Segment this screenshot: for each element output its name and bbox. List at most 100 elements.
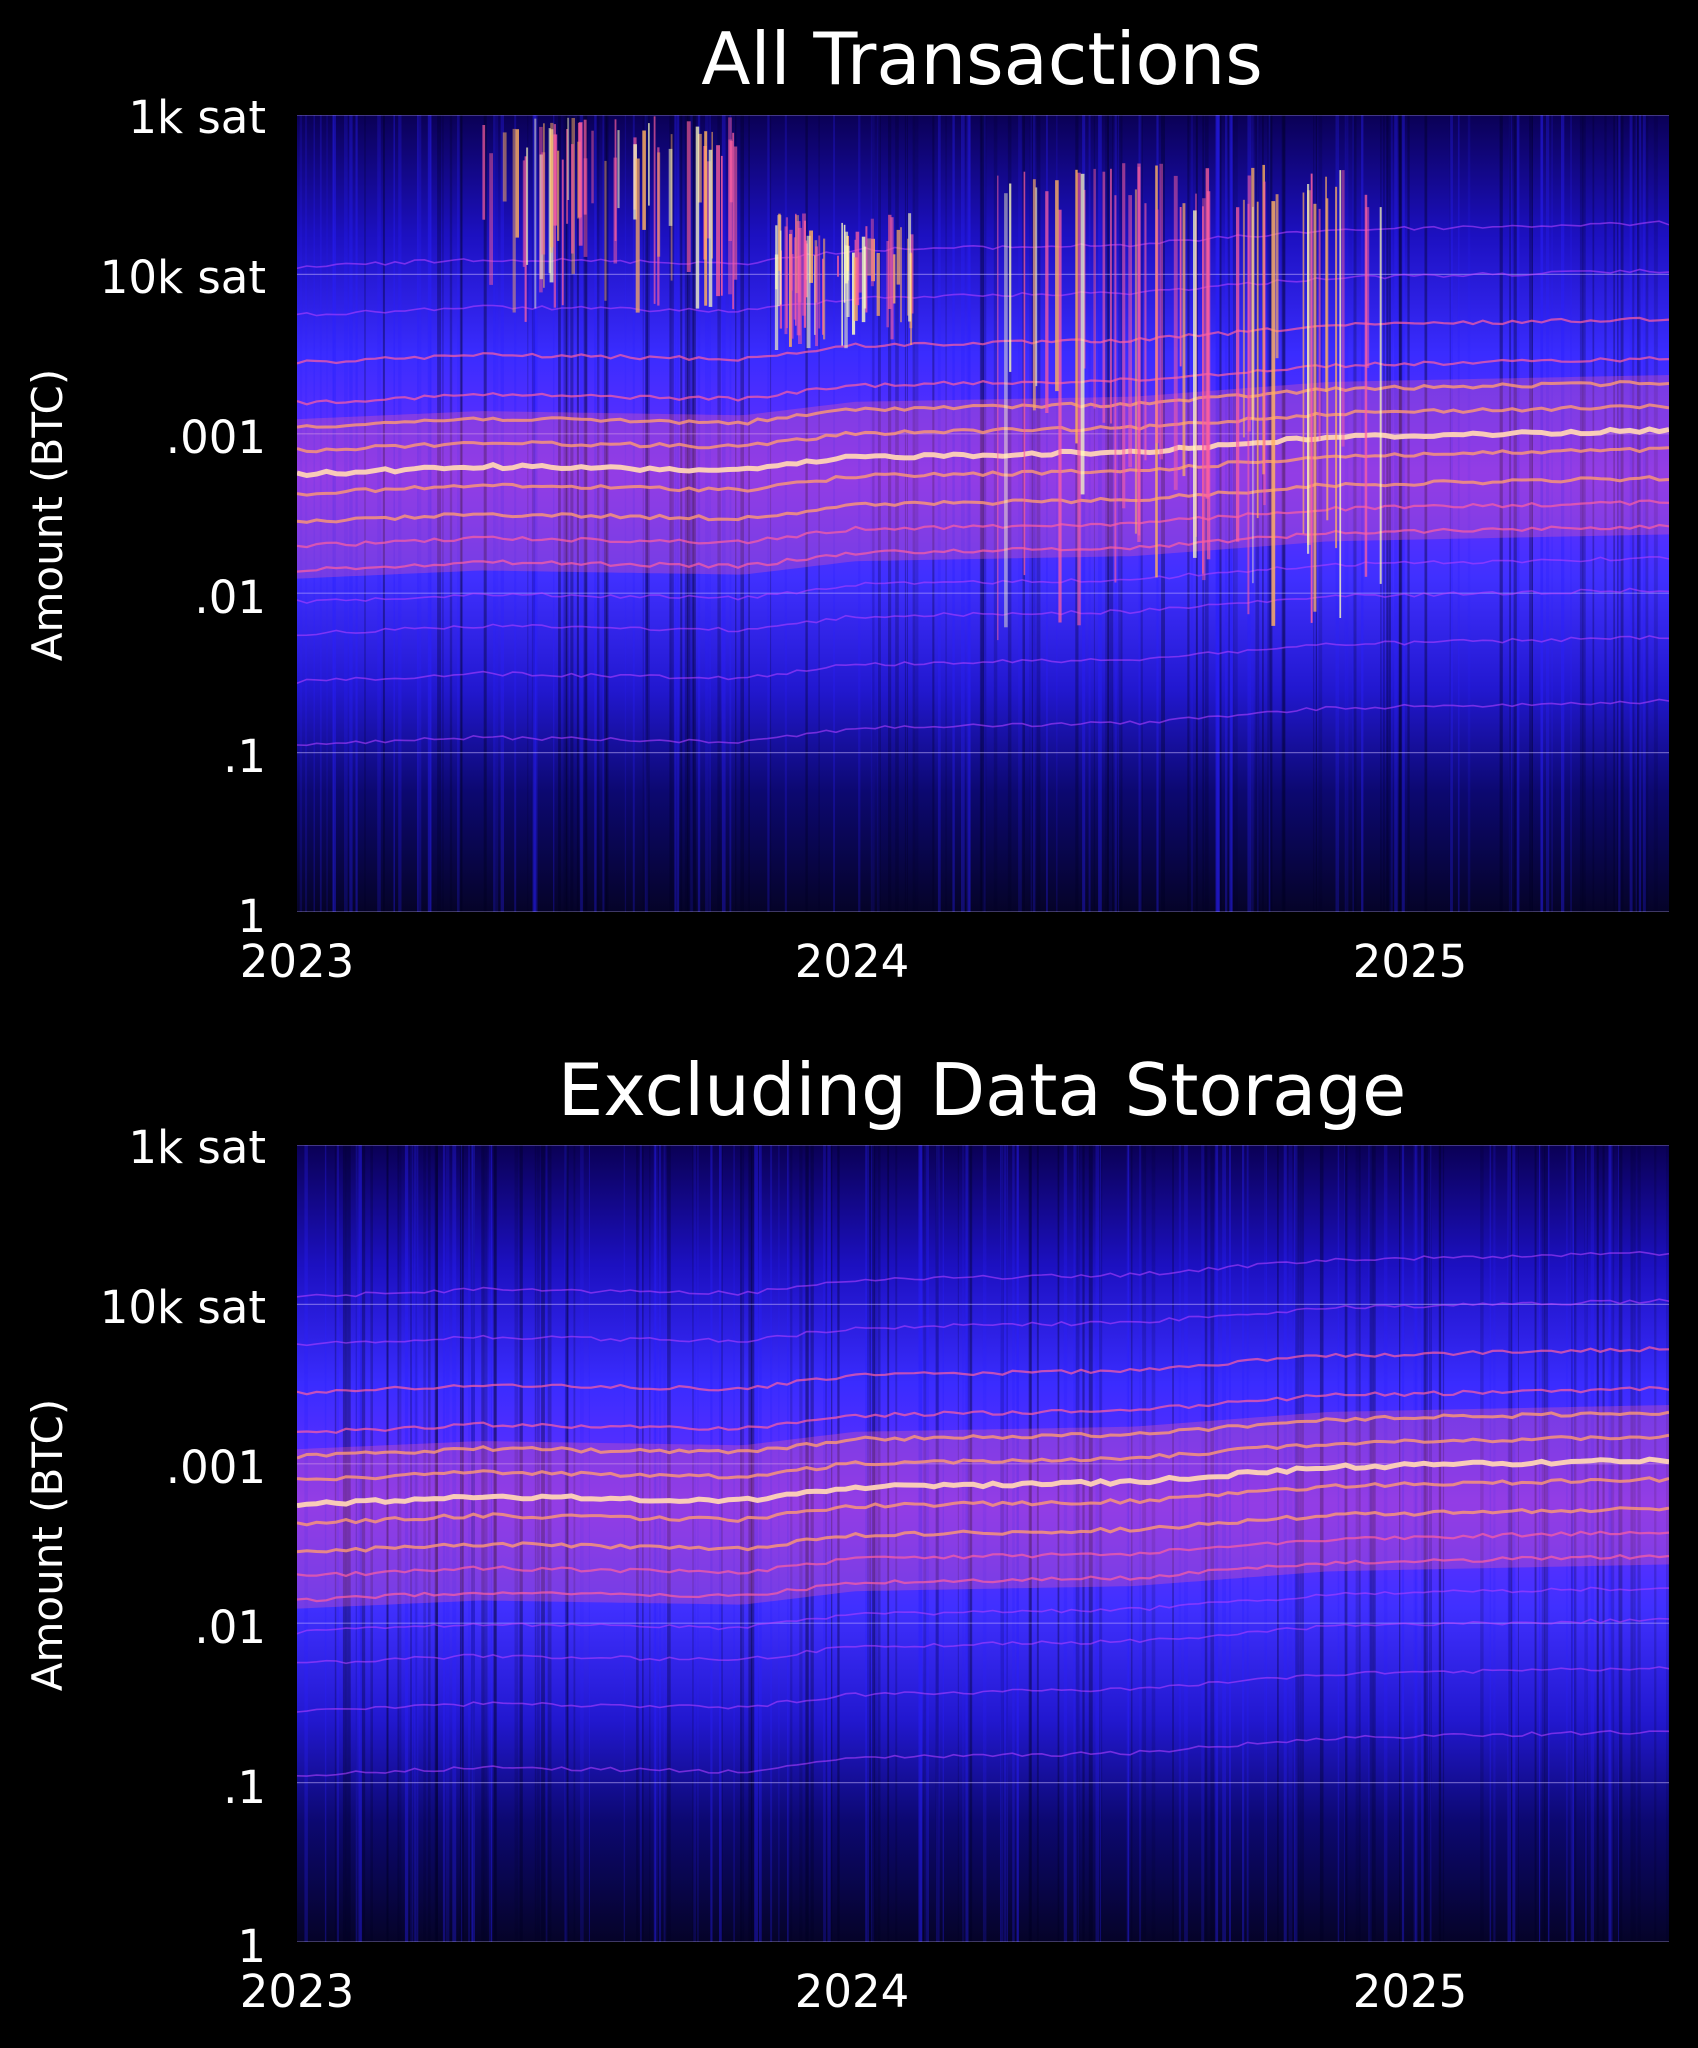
daily-streak <box>1088 1145 1093 1942</box>
data-storage-spike <box>871 238 875 282</box>
daily-streak <box>1029 115 1031 912</box>
data-storage-spike <box>566 129 569 224</box>
daily-streak <box>1352 115 1354 912</box>
daily-streak <box>1629 115 1633 912</box>
daily-streak <box>942 1145 944 1942</box>
daily-streak <box>573 1145 576 1942</box>
daily-streak <box>878 115 881 912</box>
data-storage-spike <box>779 230 782 305</box>
data-storage-spike <box>591 130 594 204</box>
daily-streak <box>870 115 875 912</box>
data-storage-spike <box>613 157 618 264</box>
daily-streak <box>1128 1145 1130 1942</box>
data-storage-spike <box>870 218 874 287</box>
data-storage-spike <box>1271 201 1276 626</box>
daily-streak <box>1389 115 1393 912</box>
data-storage-spike <box>888 214 892 309</box>
heatmap-plot-area <box>297 115 1669 912</box>
data-storage-spike <box>774 254 779 350</box>
main-density-glow <box>297 1405 1669 1609</box>
daily-streak <box>393 115 395 912</box>
denomination-band <box>297 1410 1669 1460</box>
daily-streak <box>705 115 709 912</box>
daily-streak <box>360 1145 363 1942</box>
data-storage-spike <box>900 227 902 323</box>
daily-streak <box>1507 1145 1512 1942</box>
daily-streak <box>414 1145 417 1942</box>
daily-streak <box>818 115 820 912</box>
daily-streak <box>1421 1145 1424 1942</box>
daily-streak <box>873 1145 877 1942</box>
daily-streak <box>918 1145 923 1942</box>
daily-streak <box>1645 115 1649 912</box>
daily-streak <box>1353 115 1357 912</box>
denomination-band <box>297 587 1669 637</box>
daily-streak <box>640 1145 642 1942</box>
data-storage-spike <box>482 125 486 220</box>
daily-streak <box>982 1145 987 1942</box>
daily-streak <box>1032 115 1036 912</box>
daily-streak <box>1516 115 1520 912</box>
data-storage-spike <box>534 118 537 309</box>
daily-streak <box>1228 115 1230 912</box>
y-tick-label: 10k sat <box>100 251 266 304</box>
daily-streak <box>583 115 588 912</box>
daily-streak <box>1609 1145 1613 1942</box>
daily-streak <box>332 115 335 912</box>
daily-streak <box>721 1145 723 1942</box>
daily-streak <box>1247 1145 1250 1942</box>
denomination-band <box>297 1530 1669 1578</box>
daily-streak <box>481 1145 485 1942</box>
daily-streak <box>1633 1145 1636 1942</box>
denomination-band <box>297 1617 1669 1665</box>
data-storage-spike <box>728 139 732 241</box>
daily-streak <box>693 1145 696 1942</box>
daily-streak <box>1666 1145 1668 1942</box>
daily-streak <box>1295 1145 1299 1942</box>
data-storage-spike <box>695 126 700 309</box>
daily-streak <box>1508 1145 1513 1942</box>
daily-streak <box>1489 1145 1492 1942</box>
daily-streak <box>1006 1145 1008 1942</box>
data-storage-spike <box>1313 203 1317 612</box>
daily-streak <box>397 1145 402 1942</box>
daily-streak <box>750 1145 755 1942</box>
daily-streak <box>1142 1145 1147 1942</box>
daily-streak <box>1216 115 1220 912</box>
daily-streak <box>937 115 941 912</box>
daily-streak <box>1030 115 1032 912</box>
daily-streak <box>304 1145 308 1942</box>
daily-streak <box>1529 115 1531 912</box>
daily-streak <box>1288 1145 1293 1942</box>
data-storage-spike <box>704 131 708 306</box>
daily-streak <box>722 115 726 912</box>
daily-streak <box>410 1145 414 1942</box>
daily-streak <box>677 115 680 912</box>
daily-streak <box>924 1145 927 1942</box>
daily-streak <box>904 115 906 912</box>
data-storage-spike <box>1193 210 1197 558</box>
daily-streak <box>623 1145 625 1942</box>
data-storage-spike <box>489 153 493 285</box>
daily-streak <box>359 1145 362 1942</box>
y-axis-label: Amount (BTC) <box>23 1399 72 1692</box>
daily-streak <box>1566 1145 1568 1942</box>
data-storage-spike <box>720 155 723 296</box>
daily-streak <box>1386 115 1388 912</box>
daily-streak <box>349 115 353 912</box>
data-storage-spike <box>876 253 880 316</box>
daily-streak <box>1098 115 1102 912</box>
daily-streak <box>770 1145 773 1942</box>
data-storage-spike <box>997 175 999 641</box>
daily-streak <box>1604 115 1607 912</box>
data-storage-spike <box>846 245 850 317</box>
daily-streak <box>1620 115 1624 912</box>
daily-streak <box>926 1145 929 1942</box>
daily-streak <box>1643 115 1646 912</box>
data-storage-spike <box>795 213 797 326</box>
data-storage-spike <box>1122 163 1126 509</box>
daily-streak <box>1539 1145 1541 1942</box>
data-storage-spike <box>1058 209 1062 623</box>
daily-streak <box>758 1145 761 1942</box>
